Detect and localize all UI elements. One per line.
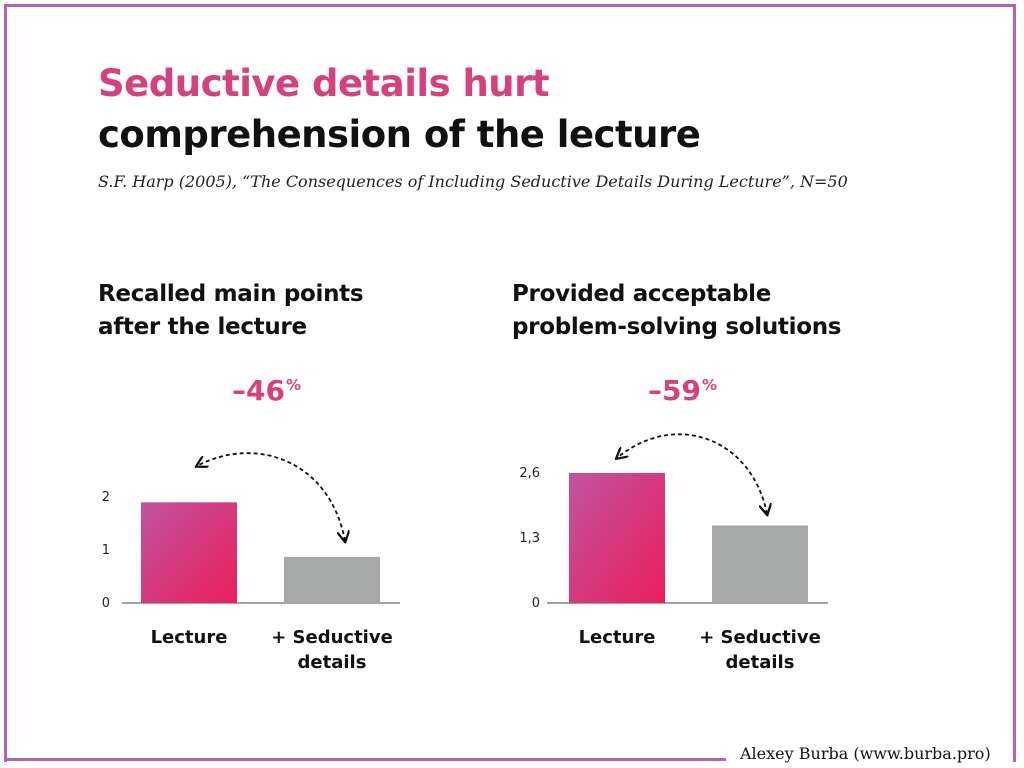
x-category-label: details (298, 652, 367, 673)
delta-unit: % (285, 376, 301, 394)
bar-seductive-details (284, 556, 380, 603)
delta-unit: % (701, 376, 717, 394)
comparison-arrow (197, 452, 345, 541)
y-tick-label: 0 (102, 596, 110, 611)
chart-title-line: Recalled main points (98, 281, 364, 307)
bar-seductive-details (712, 525, 808, 603)
x-category-label: + Seductive (271, 627, 393, 648)
page-frame-bottom (4, 758, 726, 761)
y-tick-label: 2,6 (519, 466, 540, 481)
x-category-label: + Seductive (699, 627, 821, 648)
title-line-1: Seductive details hurt (98, 62, 550, 105)
y-tick-label: 1 (102, 543, 110, 558)
y-tick-label: 1,3 (519, 531, 540, 546)
chart-title-recalled: Recalled main points after the lecture (98, 278, 364, 344)
chart-title-line: Provided acceptable (512, 281, 772, 307)
x-category-label: details (726, 652, 795, 673)
y-tick-label: 0 (532, 596, 540, 611)
delta-recalled: –46% (232, 374, 301, 407)
delta-value: –46 (232, 374, 285, 407)
chart-title-solutions: Provided acceptable problem-solving solu… (512, 278, 841, 344)
delta-value: –59 (648, 374, 701, 407)
bar-lecture (141, 502, 237, 603)
y-tick-label: 2 (102, 490, 110, 505)
bar-lecture (569, 473, 665, 603)
author-credit: Alexey Burba (www.burba.pro) (740, 744, 991, 763)
chart-solutions: 0 1,3 2,6 Lecture + Seductive details (519, 433, 828, 673)
comparison-arrow (617, 433, 767, 514)
page-frame (4, 4, 1016, 762)
title-line-2: comprehension of the lecture (98, 113, 701, 156)
x-category-label: Lecture (579, 627, 656, 648)
chart-title-line: after the lecture (98, 314, 307, 340)
chart-recalled: 0 1 2 Lecture + Seductive details (102, 452, 400, 673)
x-category-label: Lecture (151, 627, 228, 648)
citation: S.F. Harp (2005), “The Consequences of I… (98, 172, 848, 191)
chart-title-line: problem-solving solutions (512, 314, 842, 340)
delta-solutions: –59% (648, 374, 717, 407)
